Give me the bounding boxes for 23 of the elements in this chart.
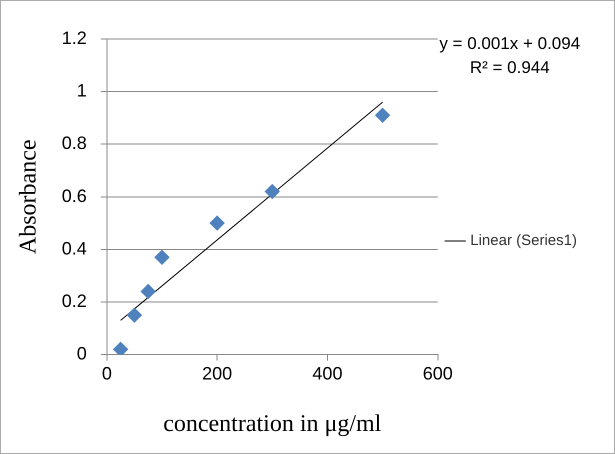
point	[210, 216, 225, 231]
point	[154, 250, 170, 265]
y-tick-label: 0.6	[62, 186, 87, 206]
point	[375, 108, 390, 123]
x-tick-label: 0	[102, 363, 112, 384]
y-tick-label: 1	[76, 80, 87, 101]
point	[113, 342, 128, 355]
y-tick-label: 0.8	[62, 133, 87, 154]
y-tick-label: 0	[76, 344, 87, 364]
x-axis-title: concentration in μg/ml	[163, 410, 382, 437]
y-tick-label: 0.4	[62, 238, 87, 258]
text: y = 0.001x + 0.094	[439, 34, 580, 53]
y-axis-title: Absorbance	[16, 139, 42, 254]
text: R² = 0.944	[470, 58, 550, 77]
point	[126, 308, 142, 323]
x-tick-label: 200	[202, 363, 232, 384]
x-tick-label: 400	[312, 363, 342, 384]
x-tick-label: 600	[422, 363, 453, 384]
point	[264, 184, 280, 200]
point	[140, 284, 156, 299]
legend-label: Linear (Series1)	[470, 232, 577, 250]
y-tick-label: 1.2	[62, 28, 87, 48]
y-tick-label: 0.2	[62, 290, 87, 311]
